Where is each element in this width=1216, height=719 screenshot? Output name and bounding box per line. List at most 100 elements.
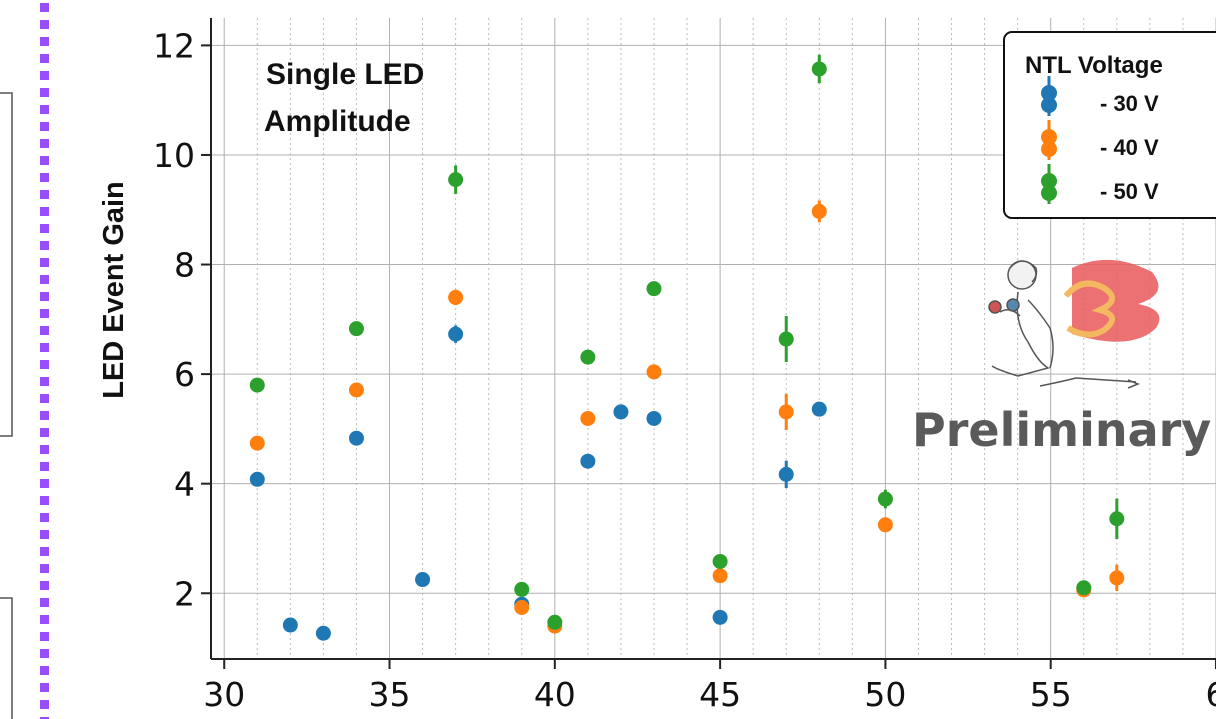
divider-dot: [40, 377, 49, 386]
legend-entry-1: - 30 V: [1041, 76, 1159, 116]
legend: NTL Voltage - 30 V - 40 V - 50 V: [1003, 31, 1216, 219]
data-point: [580, 453, 596, 469]
data-point: [712, 553, 728, 569]
data-point: [778, 331, 794, 347]
data-series: [249, 54, 1125, 641]
y-tick-label: 4: [174, 465, 195, 504]
data-point: [448, 289, 464, 305]
divider-dot: [40, 20, 49, 29]
legend-entry-3: - 50 V: [1041, 164, 1159, 204]
divider-dot: [40, 156, 49, 165]
watermark-text: Preliminary: [912, 403, 1211, 457]
x-tick-label: 50: [864, 675, 906, 714]
divider-dot: [40, 394, 49, 403]
divider-dot: [40, 54, 49, 63]
divider-dot: [40, 292, 49, 301]
divider-dot: [40, 632, 49, 641]
data-point: [249, 377, 265, 393]
data-point: [778, 404, 794, 420]
legend-marker: [1041, 129, 1057, 145]
y-tick-label: 6: [174, 355, 195, 394]
data-point: [580, 349, 596, 365]
divider-dot: [40, 666, 49, 675]
divider-dot: [40, 479, 49, 488]
divider-dot: [40, 88, 49, 97]
b-logo-icon: [1063, 259, 1160, 342]
divider-dot: [40, 581, 49, 590]
divider-dot: [40, 309, 49, 318]
divider-dot: [40, 258, 49, 267]
data-point: [580, 410, 596, 426]
legend-marker: [1041, 85, 1057, 101]
legend-marker: [1041, 141, 1057, 157]
divider-dot: [40, 513, 49, 522]
legend-label: - 50 V: [1100, 179, 1159, 204]
preliminary-watermark: Preliminary: [912, 259, 1211, 457]
divider-dot: [40, 564, 49, 573]
mascot-figure-icon: [988, 260, 1141, 389]
divider-dot: [40, 530, 49, 539]
data-point: [249, 471, 265, 487]
data-point: [348, 321, 364, 337]
divider-dot: [40, 598, 49, 607]
divider-dot: [40, 462, 49, 471]
data-point: [249, 435, 265, 451]
chart-title-line-1: Single LED: [266, 58, 424, 91]
legend-marker: [1041, 185, 1057, 201]
data-point: [348, 382, 364, 398]
x-tick-label: 35: [369, 675, 411, 714]
divider-dot: [40, 139, 49, 148]
legend-entries: - 30 V - 40 V - 50 V: [1041, 76, 1159, 204]
divider-dot: [40, 3, 49, 12]
divider-dot: [40, 411, 49, 420]
y-tick-label: 8: [174, 246, 195, 285]
divider-dot: [40, 700, 49, 709]
data-point: [646, 281, 662, 297]
legend-entry-2: - 40 V: [1041, 120, 1159, 160]
data-point: [282, 617, 298, 633]
data-point: [547, 614, 563, 630]
y-axis-ticks: 2 4 6 8 10 12: [153, 26, 211, 613]
x-tick-label: 45: [699, 675, 741, 714]
x-axis-ticks: 30 35 40 45 50 55 6: [203, 659, 1216, 714]
x-tick-label: 55: [1030, 675, 1072, 714]
data-point: [1076, 580, 1092, 596]
divider-dot: [40, 190, 49, 199]
data-point: [448, 326, 464, 342]
divider-dot: [40, 275, 49, 284]
series-3: [249, 54, 1125, 630]
data-point: [348, 430, 364, 446]
legend-marker: [1041, 97, 1057, 113]
legend-marker: [1041, 173, 1057, 189]
data-point: [613, 404, 629, 420]
data-point: [646, 364, 662, 380]
data-point: [877, 491, 893, 507]
x-tick-label: 6: [1206, 675, 1216, 714]
data-point: [415, 572, 431, 588]
data-point: [712, 609, 728, 625]
y-axis-label: LED Event Gain: [98, 181, 130, 399]
data-point: [811, 61, 827, 77]
divider-dot: [40, 496, 49, 505]
data-point: [811, 401, 827, 417]
divider-dot: [40, 173, 49, 182]
data-point: [877, 517, 893, 533]
divider-dot: [40, 224, 49, 233]
data-point: [448, 172, 464, 188]
divider-dot: [40, 343, 49, 352]
legend-title: NTL Voltage: [1025, 52, 1163, 79]
divider-dot: [40, 445, 49, 454]
legend-label: - 30 V: [1100, 91, 1159, 116]
divider-dot: [40, 360, 49, 369]
divider-dot: [40, 717, 49, 719]
x-tick-label: 30: [203, 675, 245, 714]
divider-dot: [40, 428, 49, 437]
divider-dot: [40, 615, 49, 624]
divider-dot: [40, 37, 49, 46]
legend-label: - 40 V: [1100, 135, 1159, 160]
series-1: [249, 325, 827, 641]
divider-dot: [40, 71, 49, 80]
divider-dot: [40, 207, 49, 216]
data-point: [514, 581, 530, 597]
